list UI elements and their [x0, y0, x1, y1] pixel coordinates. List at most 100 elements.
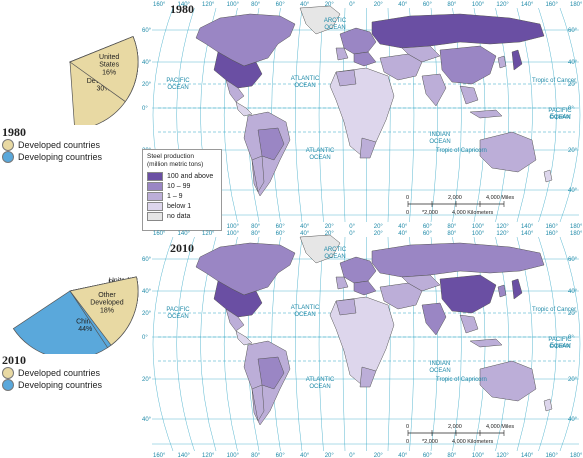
- world-map-2010: ARCTIC OCEAN PACIFIC OCEAN PACIFIC OCEAN ATLAN…: [142, 231, 583, 458]
- latitude-label: 60°: [568, 28, 578, 34]
- equator-label: Equator: [550, 114, 571, 120]
- pie-year-label: 2010: [2, 353, 26, 367]
- longitude-label: 40°: [398, 224, 408, 229]
- country-shape: [543, 398, 553, 412]
- longitude-label: 100°: [227, 2, 240, 8]
- longitude-label: 80°: [447, 231, 457, 237]
- longitude-label: 20°: [374, 224, 384, 229]
- longitude-label: 60°: [423, 2, 433, 8]
- country-shape: [479, 131, 537, 173]
- longitude-label: 80°: [447, 2, 457, 8]
- longitude-label: 120°: [496, 2, 509, 8]
- legend-swatch: [147, 211, 163, 221]
- longitude-label: 40°: [398, 231, 408, 237]
- country-shape: [511, 49, 523, 71]
- longitude-label: 180°: [570, 231, 583, 237]
- longitude-label: 160°: [153, 231, 166, 237]
- country-shape: [257, 127, 285, 161]
- latitude-label: 40°: [568, 60, 578, 66]
- scale-mid-km: *2,000: [422, 210, 438, 216]
- country-shape: [213, 280, 263, 318]
- latitude-label: 20°: [142, 311, 152, 317]
- country-shape: [235, 101, 253, 117]
- legend-developed: Developed countries: [18, 140, 101, 150]
- longitude-label: 120°: [202, 231, 215, 237]
- country-shape: [439, 274, 497, 314]
- longitude-label: 140°: [178, 231, 191, 237]
- scale-zero: 0: [406, 424, 409, 430]
- longitude-label: 160°: [545, 231, 558, 237]
- country-shape: [459, 314, 479, 334]
- legend-class: 1 – 9: [167, 192, 183, 200]
- pie-slice: [69, 36, 139, 103]
- graticule-line: [559, 236, 581, 452]
- longitude-label: 100°: [472, 231, 485, 237]
- longitude-label: 120°: [202, 2, 215, 8]
- country-shape: [195, 13, 296, 67]
- country-shape: [335, 276, 349, 290]
- tropic-of-capricorn-label: Tropic of Capricorn: [436, 377, 487, 383]
- longitude-label: 40°: [300, 2, 310, 8]
- longitude-label: 140°: [521, 231, 534, 237]
- scale-mid-km: *2,000: [422, 439, 438, 445]
- tropic-of-cancer-label: Tropic of Cancer: [532, 78, 576, 84]
- country-shape: [543, 169, 553, 183]
- ocean-label: INDIAN OCEAN: [429, 132, 450, 145]
- longitude-label: 120°: [496, 453, 509, 458]
- country-shape: [299, 5, 341, 35]
- longitude-label: 60°: [276, 2, 286, 8]
- country-shape: [479, 360, 537, 402]
- longitude-label: 180°: [570, 453, 583, 458]
- longitude-label: 60°: [423, 231, 433, 237]
- scale-miles: 4,000 Miles: [486, 424, 514, 430]
- pie-legend: Developed countries Developing countries: [2, 367, 102, 391]
- country-shape: [359, 137, 377, 159]
- panel-2010: Russia5%China44%OtherDeveloping19%United…: [0, 229, 583, 458]
- latitude-label: 60°: [142, 257, 152, 263]
- longitude-label: 140°: [178, 2, 191, 8]
- longitude-label: 140°: [521, 453, 534, 458]
- graticule-line: [295, 7, 303, 223]
- scale-zero: 0: [406, 195, 409, 201]
- country-shape: [339, 256, 377, 284]
- latitude-label: 0°: [568, 335, 574, 341]
- country-shape: [335, 298, 357, 316]
- longitude-label: 20°: [374, 231, 384, 237]
- longitude-label: 20°: [325, 2, 335, 8]
- country-shape: [299, 234, 341, 264]
- pie-slice-label: Other Developed 18%: [90, 292, 124, 314]
- country-shape: [497, 284, 507, 298]
- latitude-label: 40°: [568, 188, 578, 194]
- country-shape: [353, 280, 377, 296]
- ocean-label: ARCTIC OCEAN: [324, 247, 347, 260]
- longitude-label: 160°: [153, 453, 166, 458]
- country-shape: [421, 302, 447, 336]
- longitude-label: 180°: [570, 224, 583, 229]
- legend-class: 10 – 99: [167, 182, 191, 190]
- longitude-label: 160°: [545, 2, 558, 8]
- latitude-label: 20°: [568, 148, 578, 154]
- ocean-label: ARCTIC OCEAN: [324, 18, 347, 31]
- scale-zero: 0: [406, 439, 409, 445]
- map-year-label: 2010: [170, 241, 194, 255]
- pie-slice-label: China 44%: [76, 319, 94, 334]
- legend-developing: Developing countries: [18, 152, 103, 162]
- ocean-label: PACIFIC OCEAN: [548, 108, 572, 121]
- longitude-label: 100°: [472, 224, 485, 229]
- longitude-label: 40°: [398, 2, 408, 8]
- ocean-label: PACIFIC OCEAN: [166, 78, 190, 91]
- longitude-label: 160°: [153, 2, 166, 8]
- longitude-label: 100°: [227, 453, 240, 458]
- legend-subtitle: (million metric tons): [147, 161, 204, 168]
- country-shape: [469, 338, 503, 348]
- ocean-label: INDIAN OCEAN: [429, 361, 450, 374]
- graticule-line: [559, 7, 581, 223]
- legend-developed: Developed countries: [18, 368, 101, 378]
- legend-swatch: [147, 171, 163, 181]
- developed-swatch: [2, 367, 14, 379]
- scale-km: 4,000 Kilometers: [452, 210, 494, 216]
- longitude-label: 80°: [251, 224, 261, 229]
- legend-title: Steel production: [147, 153, 194, 160]
- longitude-label: 60°: [276, 224, 286, 229]
- ocean-label: ATLANTIC OCEAN: [306, 148, 335, 161]
